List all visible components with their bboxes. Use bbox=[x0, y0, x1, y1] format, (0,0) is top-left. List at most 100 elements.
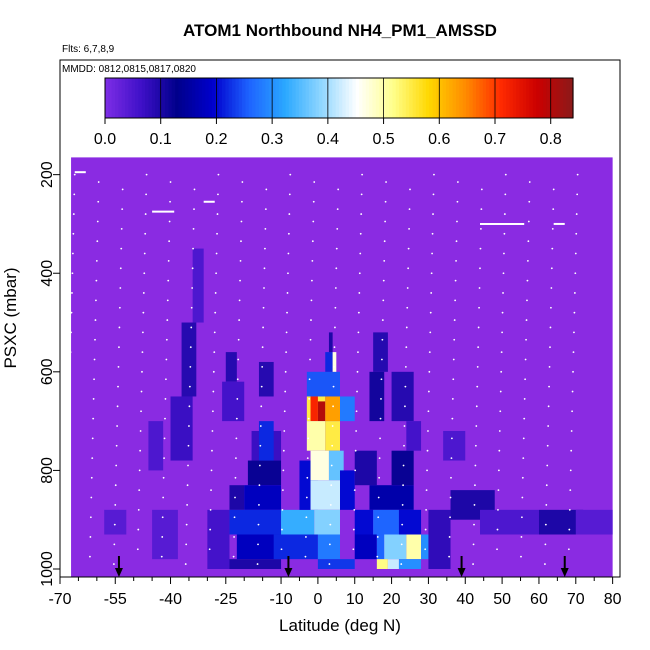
colorbar-swatch bbox=[272, 78, 277, 118]
colorbar-swatch bbox=[141, 78, 146, 118]
track-point bbox=[213, 331, 216, 334]
colorbar-swatch bbox=[305, 78, 310, 118]
track-point bbox=[214, 311, 217, 314]
track-point bbox=[188, 425, 190, 427]
track-point bbox=[379, 437, 381, 440]
track-point bbox=[311, 279, 313, 282]
track-point bbox=[573, 292, 576, 294]
track-point bbox=[184, 563, 187, 565]
colorbar-swatch bbox=[318, 78, 323, 118]
heatmap-cell bbox=[376, 534, 385, 560]
colorbar-swatch bbox=[198, 78, 203, 118]
track-point bbox=[241, 181, 244, 183]
track-point bbox=[526, 299, 528, 302]
track-point bbox=[137, 528, 140, 531]
track-point bbox=[448, 536, 451, 538]
track-point bbox=[432, 193, 435, 196]
heatmap-cell bbox=[398, 559, 422, 569]
colorbar-swatch bbox=[512, 78, 517, 118]
heatmap-cell bbox=[244, 485, 282, 510]
track-point bbox=[116, 425, 119, 427]
track-point bbox=[504, 173, 507, 176]
track-point bbox=[403, 425, 406, 427]
track-point bbox=[547, 405, 550, 408]
colorbar-swatch bbox=[178, 78, 183, 118]
track-point bbox=[187, 464, 189, 467]
track-point bbox=[143, 272, 146, 275]
track-point bbox=[140, 410, 142, 413]
colorbar-swatch bbox=[168, 78, 173, 118]
track-point bbox=[575, 213, 578, 215]
colorbar-swatch bbox=[322, 78, 327, 118]
track-point bbox=[287, 272, 289, 275]
heatmap-cell bbox=[247, 460, 282, 486]
colorbar-swatch bbox=[562, 78, 567, 118]
track-point bbox=[452, 378, 455, 381]
track-point bbox=[479, 247, 482, 250]
track-point bbox=[474, 484, 476, 487]
colorbar-swatch bbox=[262, 78, 267, 118]
track-point bbox=[521, 476, 524, 479]
track-point bbox=[400, 563, 403, 565]
heatmap-cell bbox=[575, 509, 613, 535]
heatmap-cell bbox=[354, 509, 374, 535]
track-point bbox=[305, 496, 308, 499]
track-point bbox=[474, 464, 477, 467]
track-point bbox=[383, 240, 386, 243]
heatmap-cell bbox=[192, 248, 204, 323]
heatmap-cell bbox=[406, 534, 422, 560]
track-point bbox=[552, 208, 555, 211]
track-point bbox=[478, 287, 481, 289]
track-point bbox=[544, 563, 546, 565]
heatmap-cell bbox=[376, 559, 388, 569]
track-point bbox=[407, 247, 410, 250]
track-point bbox=[550, 267, 553, 270]
colorbar-swatch bbox=[409, 78, 414, 118]
track-point bbox=[211, 449, 213, 452]
track-point bbox=[143, 252, 146, 255]
track-point bbox=[381, 338, 384, 341]
track-point bbox=[281, 508, 284, 511]
track-point bbox=[401, 523, 404, 526]
track-point bbox=[93, 378, 95, 381]
track-point bbox=[500, 351, 503, 354]
track-point bbox=[497, 469, 500, 472]
colorbar-swatch bbox=[111, 78, 116, 118]
track-point bbox=[211, 430, 214, 432]
track-point bbox=[94, 319, 97, 321]
track-point bbox=[455, 240, 458, 243]
track-point bbox=[167, 260, 170, 262]
x-tick-label: 50 bbox=[493, 591, 511, 608]
track-point bbox=[409, 188, 411, 191]
track-point bbox=[119, 287, 122, 289]
colorbar-swatch bbox=[125, 78, 129, 118]
track-point bbox=[191, 287, 194, 289]
track-point bbox=[214, 292, 217, 294]
heatmap-cell bbox=[391, 371, 414, 422]
track-point bbox=[406, 287, 409, 289]
track-point bbox=[331, 444, 334, 447]
colorbar-swatch bbox=[496, 78, 501, 118]
track-point bbox=[210, 489, 212, 492]
track-point bbox=[118, 346, 120, 349]
track-point bbox=[97, 200, 100, 203]
colorbar-swatch bbox=[365, 78, 370, 118]
colorbar-swatch bbox=[355, 78, 360, 118]
dates-label: MMDD: 0812,0815,0817,0820 bbox=[62, 64, 196, 75]
track-point bbox=[167, 279, 170, 282]
track-point bbox=[216, 213, 219, 215]
track-point bbox=[520, 555, 522, 558]
track-point bbox=[475, 405, 478, 408]
track-point bbox=[71, 292, 73, 294]
track-point bbox=[426, 449, 429, 452]
track-point bbox=[454, 279, 457, 282]
colorbar-swatch bbox=[479, 78, 484, 118]
track-point bbox=[573, 331, 575, 334]
track-point bbox=[574, 272, 577, 275]
heatmap-cell bbox=[258, 361, 274, 397]
track-point bbox=[431, 232, 434, 235]
heatmap-cell bbox=[325, 352, 333, 372]
track-point bbox=[569, 489, 572, 492]
colorbar-swatch bbox=[218, 78, 223, 118]
track-point bbox=[356, 370, 359, 373]
